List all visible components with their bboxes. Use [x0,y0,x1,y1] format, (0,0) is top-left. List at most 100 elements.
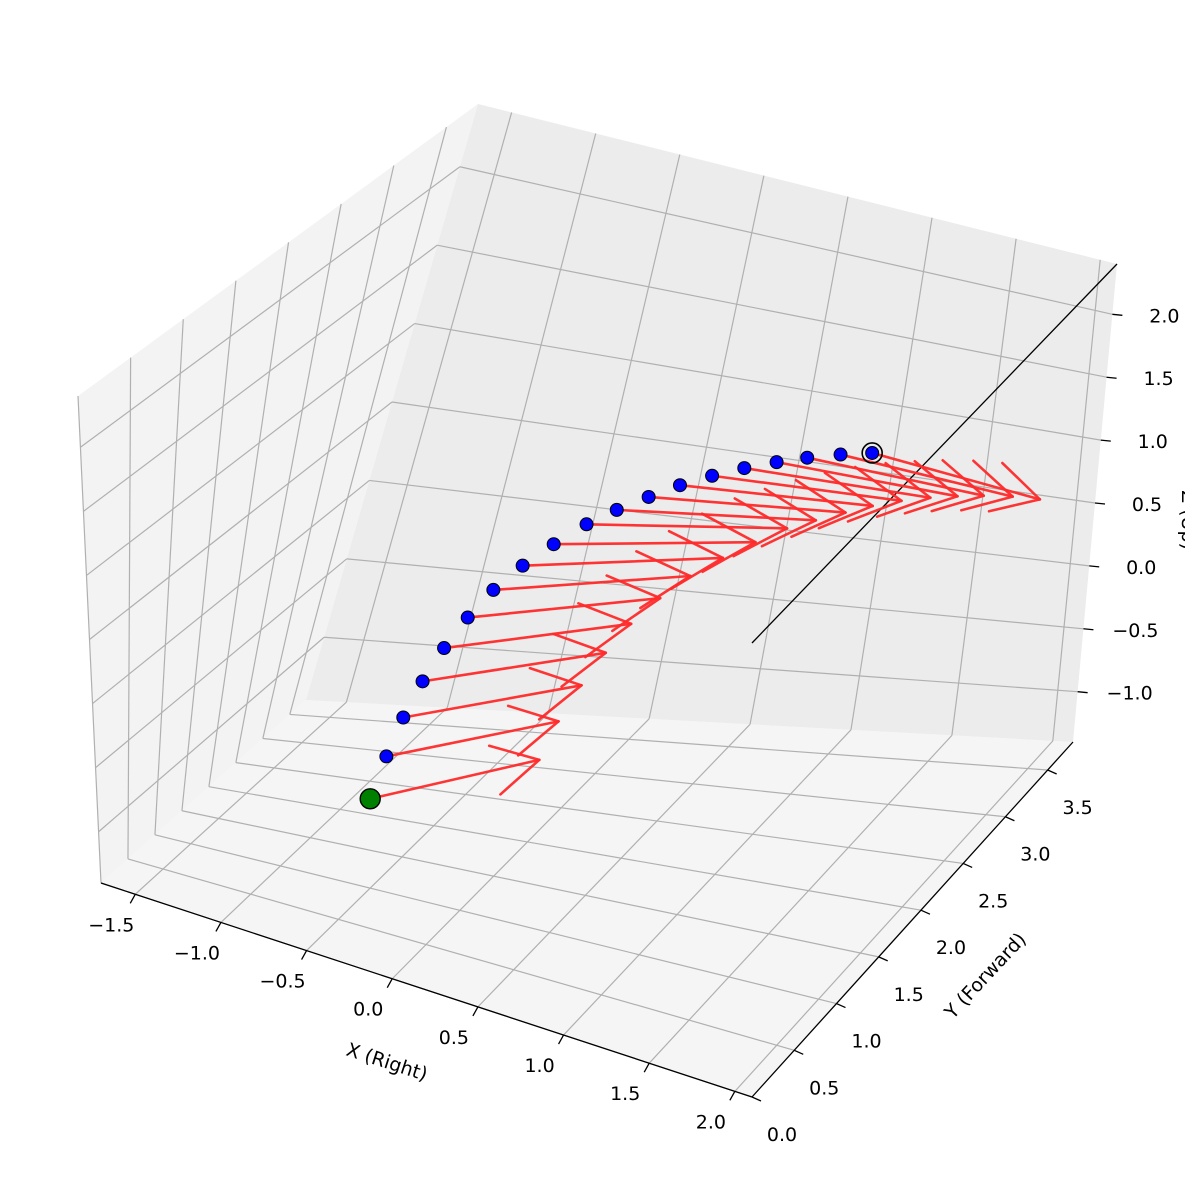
trajectory-point [515,558,530,573]
direction-arrow [521,529,725,591]
z-grid-left [86,323,415,576]
left-pane [78,104,478,883]
y-tick-label: 2.0 [936,937,966,959]
z-tick [1083,628,1094,631]
z-axis-line [751,263,1118,644]
y-tick-label: 1.0 [851,1031,881,1053]
x-grid-floor [134,701,347,895]
y-tick-label: 0.0 [767,1124,797,1146]
direction-arrow [870,451,1042,513]
z-tick-label: 1.5 [1143,368,1173,390]
direction-arrow [678,471,874,530]
y-tick-label: 2.5 [978,890,1008,912]
y-tick [878,956,888,962]
trajectory-point [672,478,687,493]
x-tick [129,893,136,904]
trajectory-point [769,455,784,470]
x-grid-floor [306,712,549,952]
x-grid-floor [220,707,448,923]
z-grid-left [80,166,461,448]
z-grid-left [98,636,325,833]
trajectory-point [415,674,430,689]
trajectory-point [546,537,561,552]
x-tick [472,1006,479,1017]
z-tick-label: 0.0 [1126,557,1156,579]
y-tick [793,1049,804,1055]
y-axis-line [751,741,1074,1098]
x-tick [215,922,222,932]
trajectory-points [359,442,883,810]
z-tick-label: 0.5 [1132,494,1162,516]
z-tick-label: −0.5 [1112,620,1158,642]
y-tick [1047,769,1057,775]
trajectory-point [396,710,411,725]
x-axis-label: X (Right) [344,1039,431,1086]
direction-arrow [368,744,541,801]
y-tick [962,862,973,869]
z-tick [1100,439,1111,442]
y-grid-floor [289,713,1048,771]
y-tick-label: 3.0 [1020,844,1050,866]
x-tick-label: 0.0 [353,999,383,1021]
direction-arrow [466,574,662,633]
y-grid-floor [127,858,795,1051]
end-point [861,442,883,464]
direction-arrow [710,465,903,523]
trajectory-point [865,445,880,460]
x-grid-floor [563,729,852,1036]
z-grid-back [346,558,1084,630]
z-grid-back [414,322,1101,441]
axis-lines [100,263,1118,1098]
direction-arrow [647,478,847,539]
y-tick [751,1096,762,1102]
x-axis-line [100,882,753,1098]
x-tick [643,1062,650,1073]
z-grid-left [95,558,348,769]
y-grid-floor [235,762,964,865]
y-tick-label: 3.5 [1063,797,1093,819]
z-grid-left [89,401,393,640]
x-tick [557,1034,565,1045]
direction-arrows [368,451,1042,801]
x-tick [729,1091,736,1101]
z-tick-label: 2.0 [1149,305,1179,327]
y-tick [1005,816,1015,822]
grid-lines [77,112,1113,1098]
y-grid-floor [181,810,879,958]
direction-arrow [401,666,583,721]
z-grid-left [83,244,438,512]
direction-arrow [385,704,560,758]
trajectory-point [737,461,752,476]
x-tick-label: 1.0 [524,1055,554,1077]
trajectory-point [379,749,394,764]
x-grid-floor [648,734,953,1064]
z-tick [1106,376,1117,379]
trajectory-point [460,610,475,625]
y-grid-floor [154,834,837,1005]
x-tick-label: 0.5 [439,1027,469,1049]
z-grid-back [459,166,1113,315]
y-tick [920,909,931,915]
y-tick-label: 1.5 [894,984,924,1006]
x-grid-floor [734,740,1054,1092]
z-grid-back [391,401,1096,504]
x-grid-floor [391,718,650,980]
y-tick [836,1002,846,1009]
y-grid-floor [208,786,922,911]
axis-ticks: −1.5 −1.0 −0.5 0.0 0.5 1.0 1.5 2.0 0.0 0.5 1.0 1.5 2… [88,305,1179,1146]
trajectory-point [486,582,501,597]
trajectory-point [609,502,624,517]
z-tick [1077,691,1088,694]
trajectory-point [705,468,720,483]
z-tick-label: 1.0 [1138,431,1168,453]
x-tick [301,950,308,960]
x-tick [386,978,393,989]
floor-pane [101,700,1073,1097]
start-point [359,788,381,810]
x-tick-label: 2.0 [696,1111,726,1133]
z-grid-back [369,479,1090,567]
z-tick [1094,502,1106,505]
trajectory-point [437,641,452,656]
x-tick-label: −1.0 [174,942,220,964]
